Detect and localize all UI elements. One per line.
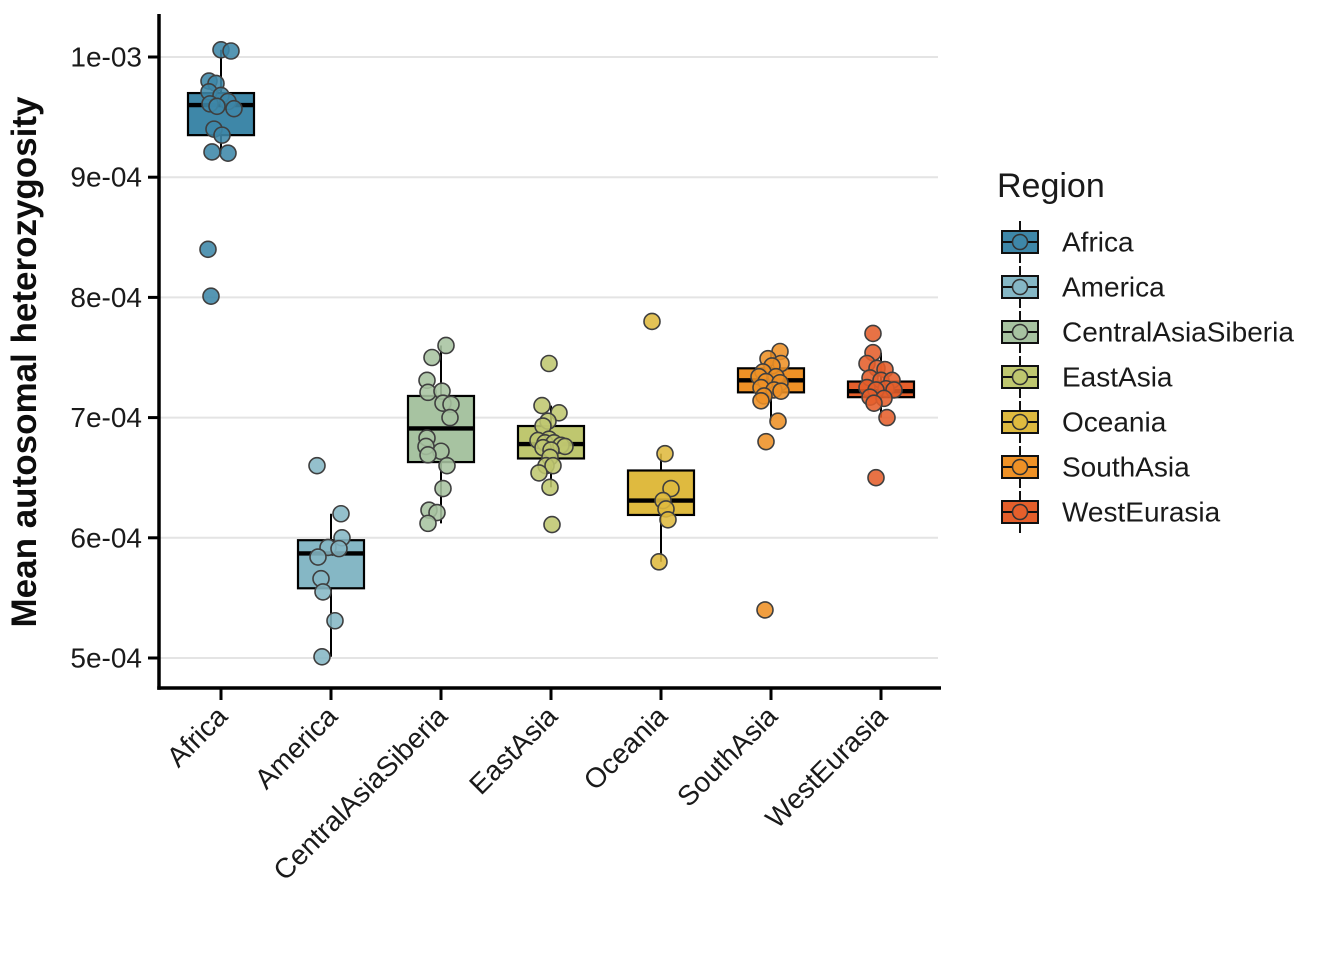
legend-key-point [1011,368,1029,386]
y-tick-label: 8e-04 [70,282,142,313]
legend-item-label: America [1062,272,1165,303]
legend: Region Africa America CentralAsiaSiberia Ea… [997,167,1294,533]
data-point [330,539,348,558]
legend-item-label: CentralAsiaSiberia [1062,317,1294,348]
data-point [419,514,437,533]
data-point [203,143,221,161]
data-point [202,287,220,305]
y-tick-label: 1e-03 [70,42,142,73]
legend-item-eastasia: EastAsia [1001,356,1173,398]
data-point [332,504,350,523]
data-point [867,468,885,487]
data-point [222,42,240,60]
legend-item-label: EastAsia [1062,362,1173,393]
y-tick-label: 7e-04 [70,402,142,433]
data-point [309,548,327,566]
data-point [419,446,437,464]
legend-key-point [1011,278,1029,296]
data-point [659,510,677,529]
data-point [757,432,775,451]
y-tick-label: 9e-04 [70,162,142,193]
boxplot-america [296,456,366,666]
legend-key-point [1011,413,1029,431]
legend-item-label: WestEurasia [1062,497,1221,528]
legend-items: Africa America CentralAsiaSiberia EastAsia O… [1001,221,1294,533]
data-point [423,348,441,367]
y-axis-tick-labels: 1e-03 9e-04 8e-04 7e-04 6e-04 5e-04 [70,42,142,674]
data-point [543,515,561,534]
data-point [864,324,882,343]
data-point [199,240,217,259]
data-point [438,456,456,475]
boxplot-oceania [626,312,696,571]
legend-item-southasia: SouthAsia [1001,446,1190,488]
boxplot-africa [186,40,256,305]
data-point [756,601,774,619]
axes [148,14,941,700]
data-point [650,553,668,571]
data-point [314,583,332,601]
data-point [208,97,226,116]
legend-item-label: SouthAsia [1062,452,1190,483]
data-point [326,611,344,630]
legend-item-oceania: Oceania [1001,401,1167,443]
legend-item-westeurasia: WestEurasia [1001,491,1221,533]
data-point [656,444,674,463]
x-tick-label: SouthAsia [671,700,783,812]
legend-key-point [1011,503,1029,521]
legend-key-point [1011,233,1029,251]
data-point [540,354,558,373]
data-point [878,408,896,427]
data-point [530,464,548,482]
data-point [541,478,559,497]
data-point [769,412,787,431]
data-point [772,382,790,400]
data-point [308,456,326,475]
box [296,539,366,590]
legend-item-label: Oceania [1062,407,1167,438]
legend-item-centralasiasiberia: CentralAsiaSiberia [1001,311,1294,353]
x-tick-label: EastAsia [463,700,563,800]
data-point [662,479,680,498]
boxplot-eastasia [516,354,586,534]
data-point [437,336,455,355]
legend-item-label: Africa [1062,227,1134,258]
data-point [865,394,883,412]
data-point [441,408,459,427]
x-tick-label: Oceania [578,700,674,796]
data-point [213,126,231,144]
legend-item-america: America [1001,266,1165,308]
data-point [643,312,661,331]
data-point [313,647,331,666]
boxplots [186,40,916,666]
x-tick-label: Africa [161,700,234,773]
data-point [752,391,770,410]
boxplot-centralasiasiberia [406,336,476,533]
x-tick-label: America [249,700,344,795]
legend-key-point [1011,458,1029,476]
data-point [544,456,562,475]
y-axis-title: Mean autosomal heterozygosity [5,96,44,627]
y-tick-label: 6e-04 [70,522,142,553]
data-point [434,479,452,498]
gridlines [159,56,938,659]
y-tick-label: 5e-04 [70,643,142,674]
legend-key-point [1011,323,1029,341]
boxplot-southasia [736,342,806,619]
data-point [533,396,551,415]
legend-title: Region [997,167,1105,205]
legend-item-africa: Africa [1001,221,1134,263]
boxplot-westeurasia [846,324,916,487]
data-point [225,99,243,118]
data-point [219,144,237,162]
